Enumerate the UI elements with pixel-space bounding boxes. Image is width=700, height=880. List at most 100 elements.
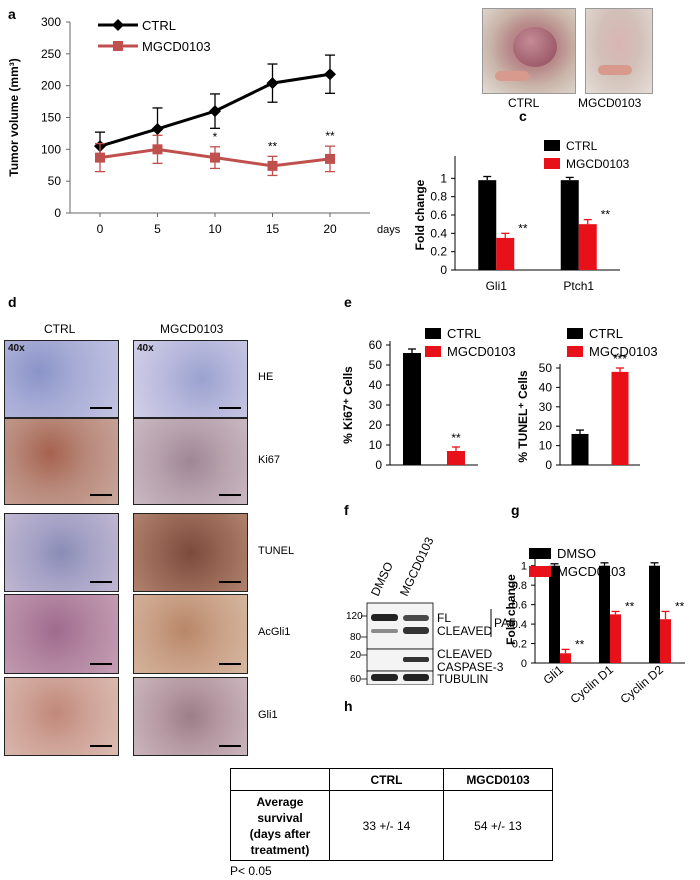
micro-row-label-tunel: TUNEL <box>258 544 295 557</box>
point-treated-3 <box>267 160 278 171</box>
band-fl-dmso <box>371 614 398 621</box>
legend-label-0: CTRL <box>589 326 623 341</box>
legend-label-1: MGCD0103 <box>566 157 630 171</box>
y-tick-label-2: 0.4 <box>512 619 527 631</box>
micrograph-tunel-treated <box>133 513 248 592</box>
x-tick-label-2: 10 <box>208 222 222 236</box>
legend-label-0: CTRL <box>447 326 481 341</box>
band-label-casp1: CLEAVED <box>437 647 492 661</box>
point-ctrl-2 <box>209 105 221 118</box>
micrograph-gli1-treated <box>133 677 248 756</box>
panel-letter-g: g <box>511 502 520 518</box>
y-tick-label-4: 40 <box>539 380 553 394</box>
scale-bar <box>219 663 241 665</box>
significance-1: ** <box>625 599 635 613</box>
y-tick-label-3: 150 <box>41 111 61 125</box>
band-cleaved-treated <box>403 627 429 634</box>
legend-label-1: MGCD0103 <box>589 344 658 359</box>
table-corner <box>230 768 330 791</box>
x-tick-label-1: Ptch1 <box>563 279 594 293</box>
y-tick-label-5: 250 <box>41 47 61 61</box>
micrograph-gli1-ctrl <box>4 677 119 756</box>
legend-swatch-1 <box>425 346 441 357</box>
survival-table: CTRL MGCD0103 Average survival (days aft… <box>230 768 553 861</box>
micro-row-label-gli1: Gli1 <box>258 708 278 721</box>
lane-label-dmso: DMSO <box>368 560 396 599</box>
legend-label-0: DMSO <box>557 546 596 561</box>
micrograph-he-ctrl: 40x <box>4 340 119 418</box>
mw-80: 80 <box>350 632 362 643</box>
legend-swatch-0 <box>544 140 560 151</box>
x-tick-label-3: 15 <box>266 222 280 236</box>
legend-label-1: MGCD0103 <box>557 564 626 579</box>
y-axis-label: Fold change <box>413 179 427 250</box>
point-treated-2 <box>210 152 220 163</box>
y-tick-label-0: 0 <box>440 263 447 277</box>
significance-a-2: ** <box>325 129 335 143</box>
significance-0: ** <box>518 221 528 235</box>
scale-bar <box>219 407 241 409</box>
bar-0-0 <box>549 565 560 663</box>
legend-label-0: CTRL <box>566 139 598 153</box>
bar-0-1 <box>560 653 571 663</box>
band-cleaved-dmso <box>371 629 398 633</box>
bar-1-1 <box>578 224 597 270</box>
bar-1 <box>447 451 465 465</box>
panel-letter-f: f <box>344 502 349 518</box>
legend-swatch-0 <box>567 328 583 339</box>
scale-bar <box>90 407 112 409</box>
micrograph-ki67-treated <box>133 418 248 505</box>
point-treated-4 <box>325 153 335 164</box>
micro-row-label-he: HE <box>258 371 274 383</box>
significance-chart-e1: ** <box>451 431 461 445</box>
mw-60: 60 <box>350 674 362 685</box>
y-tick-label-1: 0.2 <box>512 639 527 651</box>
scale-bar <box>90 581 112 583</box>
point-ctrl-3 <box>266 77 279 90</box>
band-label-tubulin: TUBULIN <box>437 672 488 685</box>
y-axis-label: Tumor volume (mm³) <box>7 58 21 176</box>
legend-swatch-1 <box>529 566 551 577</box>
y-tick-label-2: 20 <box>369 418 383 432</box>
y-tick-label-1: 10 <box>539 439 553 453</box>
photo-label-treated: MGCD0103 <box>578 96 642 110</box>
table-row-label: Average survival (days after treatment) <box>230 790 330 861</box>
significance-a-0: * <box>213 130 218 144</box>
scale-bar <box>90 494 112 496</box>
bar-2-0 <box>649 565 660 663</box>
legend-marker-ctrl <box>112 19 124 31</box>
legend-swatch-1 <box>567 346 583 357</box>
panel-letter-d: d <box>8 294 17 310</box>
ki67-chart: 0 10 20 30 40 50 60 % Ki67⁺ Cells ** CTRL MGCD0103 <box>341 326 516 472</box>
row-label-line3: (days after <box>249 826 311 841</box>
legend-swatch-1 <box>544 158 560 169</box>
y-tick-label-3: 30 <box>539 400 553 414</box>
y-tick-label-0: 0 <box>545 458 552 472</box>
fold-change-chart-c: 0 0.2 0.4 0.6 0.8 1 Fold change ** Gli1 ** Ptch1 CT… <box>413 139 630 293</box>
point-treated-0 <box>95 152 105 163</box>
x-tick-label-1: Cyclin D1 <box>568 662 617 703</box>
bar-1 <box>611 371 629 465</box>
y-tick-label-5: 1 <box>521 561 527 573</box>
micro-row-label-ki67: Ki67 <box>258 453 281 466</box>
table-head-treated: MGCD0103 <box>443 768 553 791</box>
micrograph-acgli1-treated <box>133 594 248 674</box>
legend-swatch-0 <box>425 328 441 339</box>
mw-120: 120 <box>346 611 363 622</box>
micro-col-treated: MGCD0103 <box>160 322 224 336</box>
photo-label-ctrl: CTRL <box>508 96 540 110</box>
table-cell-ctrl: 33 +/- 14 <box>329 790 444 861</box>
row-label-line2: survival <box>257 810 303 825</box>
legend-label-1: MGCD0103 <box>447 344 516 359</box>
x-tick-label-1: 5 <box>154 222 161 236</box>
bar-0-0 <box>478 180 497 270</box>
y-tick-label-3: 0.6 <box>430 208 447 222</box>
y-tick-label-4: 0.8 <box>512 580 527 592</box>
y-tick-label-0: 0 <box>521 658 527 670</box>
photo-treated-mouse <box>585 8 653 94</box>
tunel-chart: 0 10 20 30 40 50 % TUNEL⁺ Cells *** CTRL MGCD0103 <box>516 326 658 472</box>
table-head-ctrl: CTRL <box>329 768 444 791</box>
scale-bar <box>219 581 241 583</box>
y-tick-label-5: 50 <box>369 358 383 372</box>
tumor-volume-chart: 0 50 100 150 200 250 300 0 5 10 15 20 days Tumor volu… <box>7 15 401 236</box>
